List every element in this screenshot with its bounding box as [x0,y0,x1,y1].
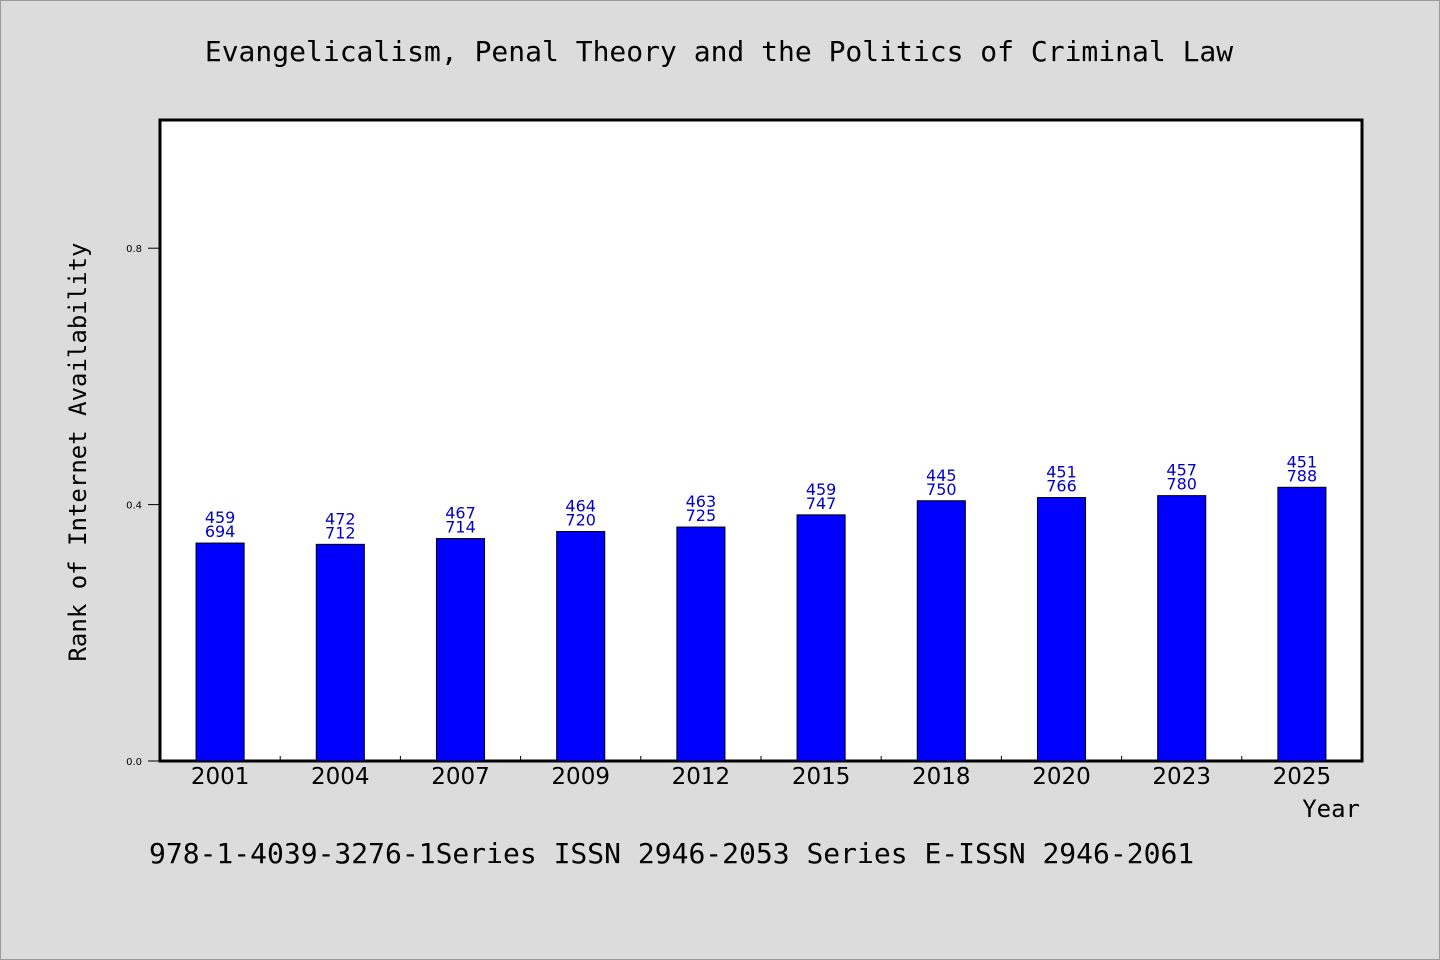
data-label-bottom: 725 [686,506,717,525]
y-tick-label: 0.8 [126,244,142,255]
data-label-top: 457 [1166,461,1197,480]
data-labels: 4596944727124677144647204637254597474457… [205,452,1317,542]
x-axis: 2001 2004 2007 2009 2012 2015 2018 2020 2023 2025 [191,756,1331,790]
data-label-bottom: 720 [565,511,596,530]
bar [676,526,726,762]
bar [195,542,245,762]
x-tick-label: 2025 [1273,764,1332,790]
bar [1157,495,1207,762]
y-tick-label: 0.0 [126,757,142,768]
data-label-bottom: 766 [1046,477,1077,496]
data-label-top: 464 [565,497,596,516]
bar [556,531,606,762]
x-tick-label: 2007 [431,764,490,790]
x-tick-label: 2020 [1032,764,1091,790]
data-label-bottom: 780 [1166,475,1197,494]
x-tick-label: 2015 [792,764,851,790]
y-axis-label: Rank of Internet Availability [64,242,92,661]
data-label-top: 445 [926,466,957,485]
x-tick-label: 2001 [191,764,250,790]
bar [916,500,966,762]
data-label-top: 451 [1287,452,1318,471]
bar-series [195,486,1327,762]
data-label-bottom: 750 [926,480,957,499]
chart-title: Evangelicalism, Penal Theory and the Pol… [205,35,1233,68]
bar [1036,497,1087,762]
data-label-top: 472 [325,509,356,528]
x-tick-label: 2012 [672,764,731,790]
data-label-top: 463 [686,492,717,511]
bar [315,543,365,762]
bar [796,514,846,762]
x-tick-label: 2004 [311,764,370,790]
data-label-bottom: 714 [445,518,476,537]
data-label-top: 451 [1046,463,1077,482]
data-label-bottom: 788 [1287,466,1318,485]
x-tick-label: 2018 [912,764,971,790]
data-label-top: 459 [205,508,236,527]
data-label-top: 459 [806,480,837,499]
x-tick-label: 2009 [551,764,610,790]
data-label-bottom: 747 [806,494,837,513]
data-label-bottom: 694 [205,522,236,541]
footer-text: 978-1-4039-3276-1Series ISSN 2946-2053 S… [149,837,1194,870]
y-axis: 0.0 0.4 0.8 [126,244,160,768]
bar [435,538,486,762]
bar [1277,486,1327,762]
x-axis-label: Year [1302,795,1360,823]
data-label-bottom: 712 [325,523,356,542]
y-tick-label: 0.4 [126,501,142,512]
data-label-top: 467 [445,504,476,523]
x-tick-label: 2023 [1152,764,1211,790]
